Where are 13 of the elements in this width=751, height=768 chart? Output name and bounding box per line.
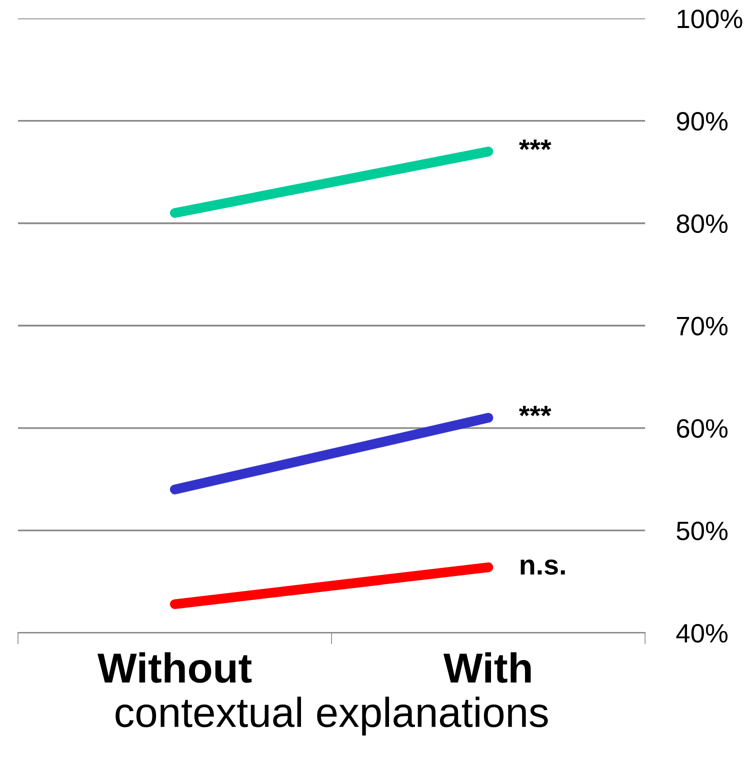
y-tick-label: 70% (677, 316, 728, 336)
annotation: n.s. (520, 560, 565, 575)
x-tick-label: Without (98, 652, 252, 683)
annotation: *** (518, 140, 552, 150)
y-tick-label: 90% (676, 112, 728, 131)
y-tick-label: 40% (676, 624, 728, 643)
y-tick-label: 50% (676, 522, 728, 540)
y-tick-label: 80% (676, 214, 728, 234)
y-tick-label: 60% (677, 419, 728, 438)
x-axis-title: contextual explanations (116, 696, 548, 736)
x-tick-label: With (443, 652, 531, 683)
annotation: *** (518, 406, 552, 416)
y-tick-label: 100% (678, 10, 742, 28)
